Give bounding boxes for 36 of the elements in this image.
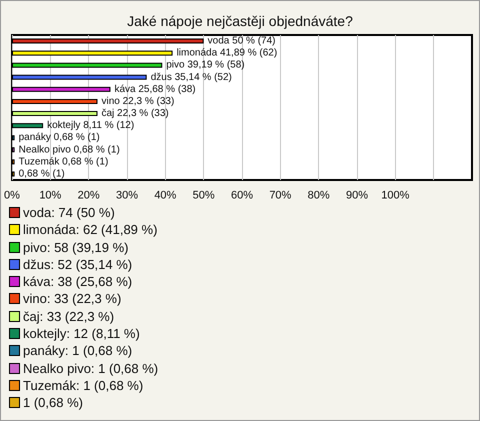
text: džus: 52 (35,14 %) [22, 256, 134, 274]
x-tick-label: 100% [381, 190, 410, 202]
x-tick-label: 10% [39, 190, 62, 202]
x-tick-label: 60% [230, 190, 254, 202]
x-tick-label: 90% [346, 190, 368, 202]
text: Nealko pivo: 1 (0,68 %) [22, 360, 158, 377]
text: koktejly: 12 (8,11 %) [22, 325, 141, 342]
text: limonáda: 62 (41,89 %) [22, 221, 158, 239]
x-tick-label: 40% [154, 190, 177, 202]
data-label: džus 35,14 % (52) [150, 72, 232, 83]
text: čaj: 33 (22,3 %) [22, 308, 116, 326]
data-label: Tuzemák 0,68 % (1) [18, 156, 108, 168]
text: káva: 38 (25,68 %) [22, 273, 134, 290]
data-label: limonáda 41,89 % (62) [176, 48, 278, 59]
data-label: voda 50 % (74) [208, 36, 276, 47]
data-label: panáky 0,68 % (1) [18, 132, 100, 144]
x-tick-label: 70% [269, 190, 292, 202]
x-tick-label: 80% [308, 190, 330, 202]
x-tick-label: 30% [116, 190, 138, 202]
data-label: pivo 39,19 % (58) [166, 60, 245, 71]
text: panáky: 1 (0,68 %) [22, 342, 134, 360]
text: 1 (0,68 %) [22, 394, 84, 412]
data-label: vino 22,3 % (33) [101, 96, 174, 107]
text: pivo: 58 (39,19 %) [22, 238, 130, 256]
text: voda: 74 (50 %) [22, 204, 116, 222]
chart-title: Jaké nápoje nejčastěji objednáváte? [127, 13, 354, 29]
x-tick-label: 50% [192, 190, 215, 202]
data-label: káva 25,68 % (38) [114, 84, 196, 95]
text: vino: 33 (22,3 %) [22, 290, 122, 308]
x-tick-label: 20% [78, 190, 100, 202]
data-label: čaj 22,3 % (33) [101, 108, 169, 120]
data-label: Nealko pivo 0,68 % (1) [18, 144, 120, 156]
text: Tuzemák: 1 (0,68 %) [22, 376, 144, 394]
x-tick-label: 0% [4, 190, 20, 202]
data-label: koktejly 8,11 % (12) [47, 120, 134, 132]
data-label: 0,68 % (1) [18, 168, 65, 180]
